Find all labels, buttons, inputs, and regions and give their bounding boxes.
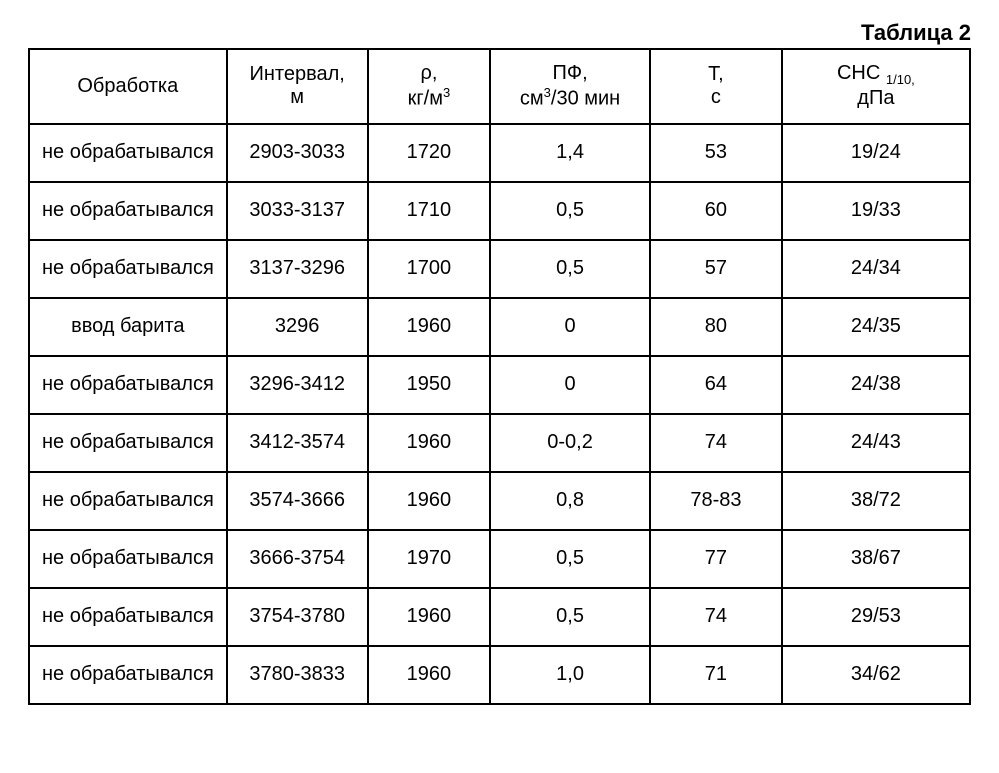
cell-t: 64 [650,356,782,414]
cell-pf: 0 [490,356,650,414]
cell-sns: 34/62 [782,646,970,704]
header-interval: Интервал, м [227,49,368,124]
cell-treatment: не обрабатывался [29,240,227,298]
cell-treatment: не обрабатывался [29,124,227,182]
cell-treatment: не обрабатывался [29,356,227,414]
cell-pf: 0,5 [490,240,650,298]
cell-rho: 1960 [368,472,490,530]
cell-rho: 1700 [368,240,490,298]
header-rho: ρ, кг/м3 [368,49,490,124]
cell-interval: 3666-3754 [227,530,368,588]
cell-pf: 0,5 [490,530,650,588]
cell-sns: 24/43 [782,414,970,472]
cell-sns: 38/72 [782,472,970,530]
cell-sns: 24/34 [782,240,970,298]
cell-treatment: ввод барита [29,298,227,356]
cell-rho: 1970 [368,530,490,588]
cell-pf: 0,8 [490,472,650,530]
cell-treatment: не обрабатывался [29,182,227,240]
cell-rho: 1960 [368,298,490,356]
data-table: Обработка Интервал, м ρ, кг/м3 ПФ, см3/3… [28,48,971,705]
cell-interval: 3296 [227,298,368,356]
table-row: ввод барита3296196008024/35 [29,298,970,356]
cell-rho: 1960 [368,646,490,704]
table-row: не обрабатывался3137-329617000,55724/34 [29,240,970,298]
cell-interval: 3033-3137 [227,182,368,240]
cell-treatment: не обрабатывался [29,646,227,704]
table-row: не обрабатывался3666-375419700,57738/67 [29,530,970,588]
cell-rho: 1710 [368,182,490,240]
cell-t: 74 [650,588,782,646]
header-treatment: Обработка [29,49,227,124]
cell-rho: 1960 [368,588,490,646]
cell-t: 60 [650,182,782,240]
table-row: не обрабатывался3296-3412195006424/38 [29,356,970,414]
table-body: не обрабатывался2903-303317201,45319/24н… [29,124,970,704]
cell-interval: 3412-3574 [227,414,368,472]
cell-pf: 0,5 [490,182,650,240]
cell-rho: 1950 [368,356,490,414]
cell-treatment: не обрабатывался [29,530,227,588]
cell-sns: 38/67 [782,530,970,588]
cell-pf: 1,4 [490,124,650,182]
table-header-row: Обработка Интервал, м ρ, кг/м3 ПФ, см3/3… [29,49,970,124]
table-row: не обрабатывался3780-383319601,07134/62 [29,646,970,704]
cell-pf: 0,5 [490,588,650,646]
cell-pf: 0 [490,298,650,356]
table-row: не обрабатывался3574-366619600,878-8338/… [29,472,970,530]
cell-t: 78-83 [650,472,782,530]
table-row: не обрабатывался3412-357419600-0,27424/4… [29,414,970,472]
cell-interval: 2903-3033 [227,124,368,182]
cell-t: 77 [650,530,782,588]
cell-rho: 1720 [368,124,490,182]
cell-t: 57 [650,240,782,298]
cell-interval: 3137-3296 [227,240,368,298]
cell-sns: 24/38 [782,356,970,414]
table-row: не обрабатывался3754-378019600,57429/53 [29,588,970,646]
cell-t: 71 [650,646,782,704]
header-pf: ПФ, см3/30 мин [490,49,650,124]
cell-sns: 19/24 [782,124,970,182]
cell-pf: 1,0 [490,646,650,704]
cell-sns: 19/33 [782,182,970,240]
cell-treatment: не обрабатывался [29,414,227,472]
header-sns: СНС 1/10, дПа [782,49,970,124]
cell-interval: 3574-3666 [227,472,368,530]
cell-interval: 3296-3412 [227,356,368,414]
header-t: Т, с [650,49,782,124]
cell-sns: 29/53 [782,588,970,646]
cell-interval: 3754-3780 [227,588,368,646]
cell-t: 74 [650,414,782,472]
cell-t: 53 [650,124,782,182]
cell-pf: 0-0,2 [490,414,650,472]
cell-sns: 24/35 [782,298,970,356]
cell-treatment: не обрабатывался [29,588,227,646]
cell-interval: 3780-3833 [227,646,368,704]
table-row: не обрабатывался3033-313717100,56019/33 [29,182,970,240]
table-row: не обрабатывался2903-303317201,45319/24 [29,124,970,182]
table-caption: Таблица 2 [28,20,971,46]
cell-t: 80 [650,298,782,356]
cell-rho: 1960 [368,414,490,472]
cell-treatment: не обрабатывался [29,472,227,530]
